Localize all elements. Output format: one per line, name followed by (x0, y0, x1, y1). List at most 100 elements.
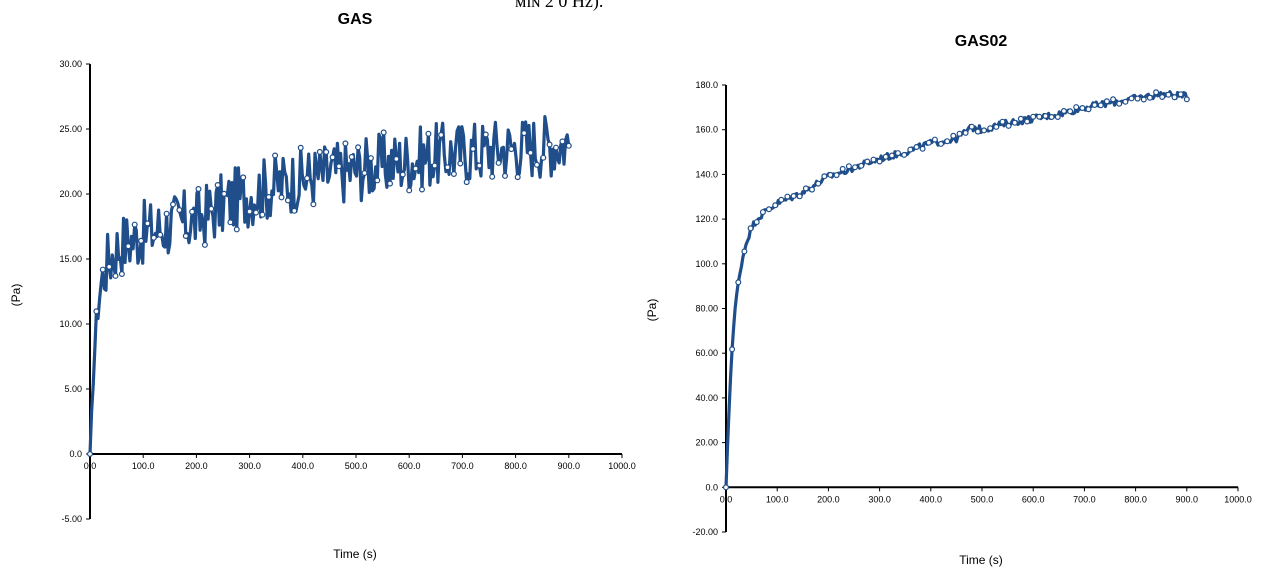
data-point (336, 163, 343, 170)
data-point (944, 138, 951, 145)
data-point (233, 226, 240, 233)
data-point (1030, 113, 1037, 120)
data-point (765, 206, 772, 213)
data-point (106, 263, 113, 270)
data-point (858, 162, 865, 169)
data-point (189, 208, 196, 215)
data-point (214, 182, 221, 189)
data-point (974, 128, 981, 135)
data-point (722, 484, 729, 491)
y-axis-label: (Pa) (9, 284, 23, 307)
data-point (221, 190, 228, 197)
x-tick-label: 100.0 (766, 494, 789, 504)
data-point (999, 118, 1006, 125)
data-point (741, 248, 748, 255)
y-axis-label: (Pa) (645, 299, 659, 322)
x-tick-label: 200.0 (185, 461, 208, 471)
data-point (1159, 93, 1166, 100)
data-point (1153, 89, 1160, 96)
data-point (380, 129, 387, 136)
data-point (457, 160, 464, 167)
data-point (839, 165, 846, 172)
data-point (919, 145, 926, 152)
data-point (815, 180, 822, 187)
data-point (808, 186, 815, 193)
data-point (1048, 113, 1055, 120)
data-point (176, 207, 183, 214)
data-point (310, 201, 317, 208)
data-point (894, 150, 901, 157)
y-tick-label: 0.0 (705, 482, 718, 492)
y-tick-label: 5.00 (64, 384, 82, 394)
data-point (431, 162, 438, 169)
data-point (796, 193, 803, 200)
x-tick-label: 700.0 (451, 461, 474, 471)
data-point (361, 170, 368, 177)
x-tick-label: 600.0 (1022, 494, 1045, 504)
data-point (1011, 119, 1018, 126)
x-tick-label: 600.0 (398, 461, 421, 471)
data-point (131, 221, 138, 228)
y-tick-label: 80.00 (695, 304, 718, 314)
data-point (125, 243, 132, 250)
data-point (845, 163, 852, 170)
data-point (907, 146, 914, 153)
data-point (1103, 98, 1110, 105)
x-tick-label: 800.0 (504, 461, 527, 471)
chart-gas02: GAS02 -20.00 0.0 20.00 40.00 60.00 80.00 100.0 1… (645, 33, 1252, 567)
data-point (533, 161, 540, 168)
data-point (170, 201, 177, 208)
data-point (201, 241, 208, 248)
y-tick-label: 180.0 (695, 80, 718, 90)
y-tick-label: -5.00 (61, 514, 82, 524)
data-point (1177, 91, 1184, 98)
data-point (1140, 96, 1147, 103)
y-tick-label: 120.0 (695, 214, 718, 224)
data-point (406, 187, 413, 194)
data-point (1060, 107, 1067, 114)
data-point (118, 271, 125, 278)
x-tick-label: 800.0 (1124, 494, 1147, 504)
data-point (565, 142, 572, 149)
data-point (304, 175, 311, 182)
data-point (240, 174, 247, 181)
data-point (1067, 108, 1074, 115)
data-point (1128, 95, 1135, 102)
data-point (348, 153, 355, 160)
data-point (144, 220, 151, 227)
y-tick-label: 20.00 (695, 438, 718, 448)
y-tick-label: 0.0 (69, 449, 82, 459)
data-point (86, 451, 93, 458)
data-point (729, 346, 736, 353)
data-point (956, 130, 963, 137)
data-point (1110, 96, 1117, 103)
x-tick-label: 300.0 (868, 494, 891, 504)
data-point (937, 140, 944, 147)
data-point (546, 141, 553, 148)
data-point (259, 211, 266, 218)
data-point (1036, 113, 1043, 120)
chart-title: GAS (338, 11, 373, 28)
x-tick-label: 900.0 (1176, 494, 1199, 504)
data-point (412, 165, 419, 172)
data-point (1122, 98, 1129, 105)
data-point (393, 155, 400, 162)
data-point (278, 194, 285, 201)
data-point (1042, 112, 1049, 119)
data-point (1024, 118, 1031, 125)
data-point (195, 186, 202, 193)
data-point (1146, 94, 1153, 101)
y-tick-label: 100.0 (695, 259, 718, 269)
data-point (901, 151, 908, 158)
data-point (1073, 104, 1080, 111)
data-point (329, 154, 336, 161)
data-point (827, 171, 834, 178)
y-tick-label: 20.00 (59, 189, 82, 199)
data-point (1054, 113, 1061, 120)
data-point (112, 272, 119, 279)
data-point (297, 144, 304, 151)
data-point (444, 164, 451, 171)
data-point (540, 154, 547, 161)
data-point (987, 125, 994, 132)
